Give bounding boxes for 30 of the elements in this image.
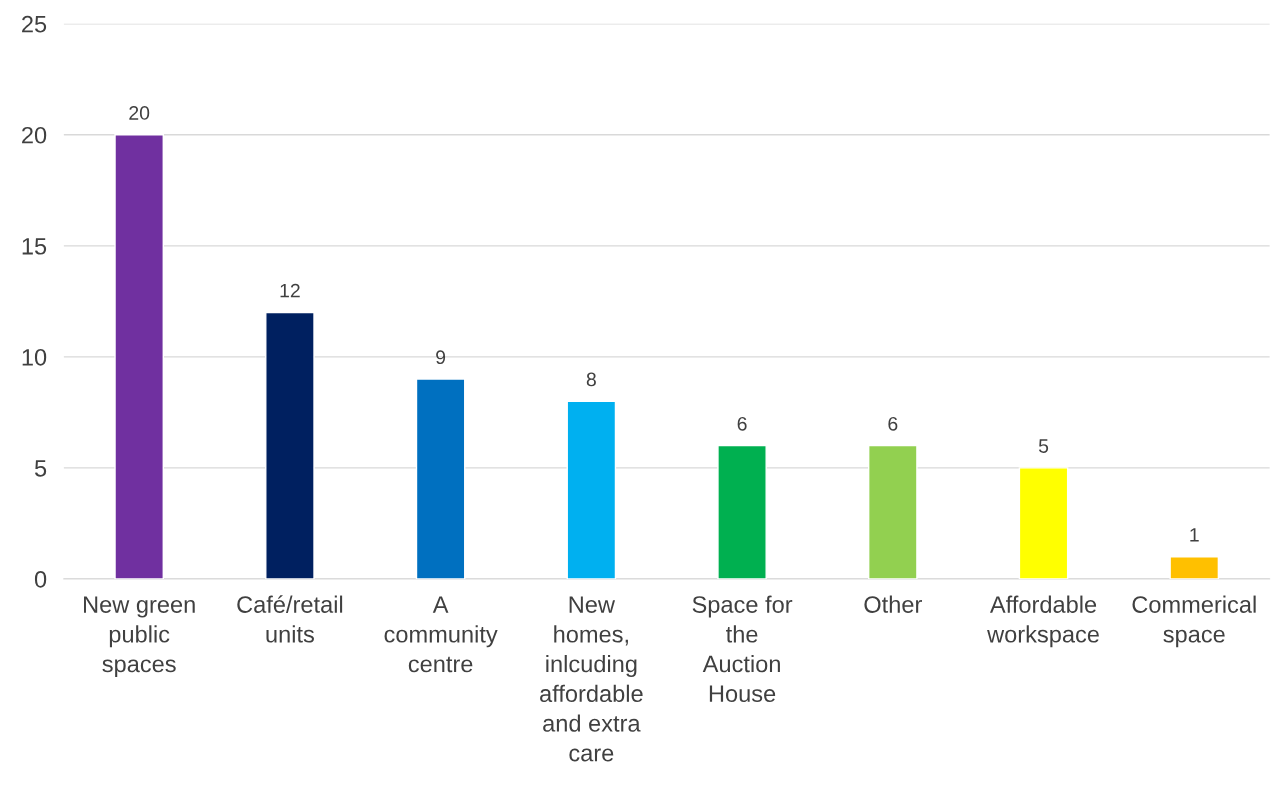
data-label: 6 bbox=[888, 416, 898, 431]
data-label: 6 bbox=[737, 416, 747, 431]
y-tick-label: 10 bbox=[22, 348, 47, 366]
data-label: 5 bbox=[1038, 439, 1049, 453]
y-tick-label: 5 bbox=[34, 460, 47, 477]
bar bbox=[114, 134, 164, 579]
bar bbox=[867, 444, 918, 579]
data-label: 8 bbox=[586, 372, 596, 387]
bar bbox=[415, 378, 466, 579]
x-tick-label: Commerical space bbox=[1132, 595, 1256, 648]
x-tick-label: New homes, inlcuding affordable and extra care bbox=[540, 596, 643, 762]
bar bbox=[1169, 555, 1220, 579]
y-tick-label: 15 bbox=[22, 238, 47, 255]
bar bbox=[566, 400, 617, 579]
x-tick-label: Café/retail units bbox=[237, 595, 343, 643]
y-tick-label: 25 bbox=[22, 15, 47, 33]
bar bbox=[1018, 467, 1069, 579]
bar bbox=[265, 311, 315, 579]
bar bbox=[717, 444, 767, 579]
x-tick-label: Affordable workspace bbox=[987, 595, 1099, 648]
x-tick-label: Other bbox=[864, 595, 922, 613]
y-tick-label: 0 bbox=[34, 570, 47, 588]
x-tick-label: A community centre bbox=[384, 596, 498, 673]
x-tick-label: New green public spaces bbox=[84, 596, 195, 677]
x-tick-label: Space for the Auction House bbox=[692, 595, 793, 703]
y-tick-label: 20 bbox=[22, 126, 47, 144]
data-label: 9 bbox=[436, 350, 446, 365]
data-label: 20 bbox=[129, 106, 150, 120]
data-label: 12 bbox=[280, 283, 300, 298]
data-label: 1 bbox=[1190, 528, 1199, 542]
